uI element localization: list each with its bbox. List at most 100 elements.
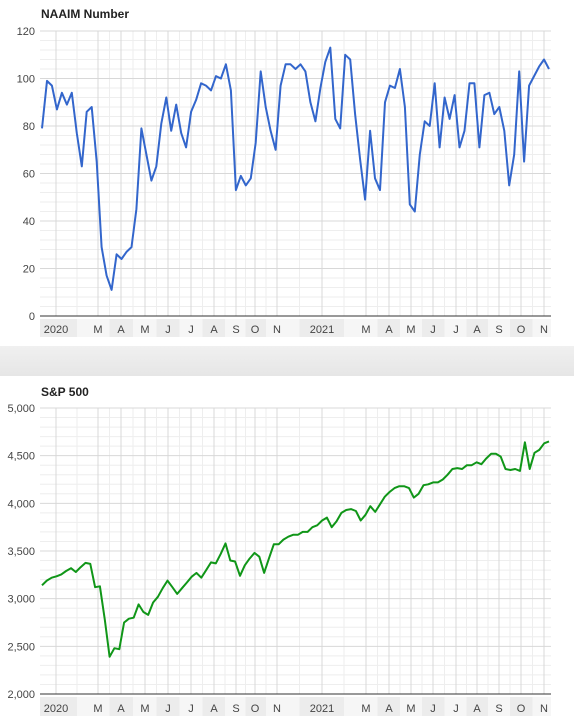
naaim-x-axis-band <box>40 319 77 337</box>
sp500-x-tick-label: N <box>273 703 281 715</box>
sp500-x-tick-label: A <box>117 703 125 715</box>
sp500-y-tick-label: 2,000 <box>7 689 35 701</box>
naaim-x-tick-label: M <box>361 324 370 336</box>
naaim-y-tick-label: 0 <box>29 311 35 323</box>
naaim-x-tick-label: M <box>93 324 102 336</box>
sp500-x-axis-band <box>245 697 266 716</box>
naaim-x-tick-label: J <box>165 324 171 336</box>
naaim-x-tick-label: A <box>117 324 125 336</box>
naaim-x-tick-label: A <box>473 324 481 336</box>
naaim-x-tick-label: S <box>495 324 502 336</box>
sp500-x-axis-band <box>510 697 533 716</box>
sp500-x-tick-label: M <box>361 703 370 715</box>
naaim-x-axis-band <box>266 319 300 337</box>
naaim-y-tick-label: 20 <box>23 264 35 276</box>
sp500-chart: S&P 500 2,000 2,500 3,000 3,500 4,000 4,500 5,0… <box>0 376 574 724</box>
naaim-x-axis-band <box>245 319 266 337</box>
naaim-x-tick-label: M <box>406 324 415 336</box>
naaim-x-axis-band <box>466 319 488 337</box>
sp500-y-tick-label: 4,000 <box>7 498 35 510</box>
sp500-x-axis-band <box>344 697 378 716</box>
sp500-x-tick-label: J <box>430 703 436 715</box>
naaim-x-tick-label: M <box>140 324 149 336</box>
naaim-x-tick-label: O <box>251 324 260 336</box>
naaim-x-tick-label: N <box>273 324 281 336</box>
sp500-x-tick-label: M <box>93 703 102 715</box>
sp500-y-tick-label: 2,500 <box>7 641 35 653</box>
naaim-x-tick-label: J <box>188 324 194 336</box>
sp500-x-axis-band <box>266 697 300 716</box>
sp500-x-tick-label: 2021 <box>310 703 334 715</box>
sp500-x-axis-band <box>422 697 445 716</box>
sp500-x-axis-band <box>179 697 203 716</box>
naaim-y-tick-label: 120 <box>17 26 35 38</box>
naaim-x-axis-band <box>444 319 467 337</box>
naaim-x-tick-label: N <box>540 324 548 336</box>
naaim-x-axis-band <box>400 319 422 337</box>
sp500-x-tick-label: S <box>495 703 502 715</box>
naaim-x-axis-band <box>532 319 551 337</box>
naaim-chart: NAAIM Number 0 20 40 60 80 100 120 2020 M A M J J A S O N… <box>0 0 574 346</box>
sp500-x-tick-label: M <box>406 703 415 715</box>
sp500-x-axis-band <box>225 697 246 716</box>
sp500-x-axis-band <box>466 697 488 716</box>
naaim-x-axis-band <box>510 319 533 337</box>
naaim-x-axis-band <box>133 319 157 337</box>
naaim-x-tick-label: J <box>453 324 459 336</box>
naaim-y-tick-label: 60 <box>23 169 35 181</box>
sp500-x-tick-label: 2020 <box>44 703 68 715</box>
sp500-x-tick-label: A <box>473 703 481 715</box>
naaim-x-axis-band <box>202 319 225 337</box>
naaim-x-tick-label: A <box>210 324 218 336</box>
sp500-x-tick-label: J <box>188 703 194 715</box>
sp500-x-tick-label: J <box>165 703 171 715</box>
sp500-x-axis-band <box>40 697 77 716</box>
naaim-x-axis-band <box>179 319 203 337</box>
naaim-title: NAAIM Number <box>41 7 129 21</box>
naaim-x-axis-band <box>377 319 400 337</box>
sp500-y-tick-label: 4,500 <box>7 451 35 463</box>
sp500-x-tick-label: S <box>232 703 239 715</box>
sp500-x-tick-label: M <box>140 703 149 715</box>
naaim-x-axis-band <box>77 319 110 337</box>
sp500-title: S&P 500 <box>41 385 89 399</box>
naaim-y-tick-label: 80 <box>23 121 35 133</box>
naaim-x-axis-strip <box>40 319 551 337</box>
sp500-y-tick-label: 5,000 <box>7 403 35 415</box>
sp500-x-axis-band <box>488 697 510 716</box>
sp500-x-tick-label: J <box>453 703 459 715</box>
naaim-y-tick-label: 100 <box>17 74 35 86</box>
naaim-x-tick-label: O <box>517 324 526 336</box>
sp500-y-tick-label: 3,000 <box>7 594 35 606</box>
sp500-x-axis-band <box>299 697 344 716</box>
sp500-plot: S&P 500 2,000 2,500 3,000 3,500 4,000 4,500 5,0… <box>7 385 551 716</box>
naaim-x-axis-band <box>299 319 344 337</box>
sp500-x-axis-band <box>109 697 133 716</box>
sp500-x-tick-label: A <box>385 703 393 715</box>
naaim-x-tick-label: 2021 <box>310 324 334 336</box>
naaim-x-axis-band <box>109 319 133 337</box>
naaim-y-tick-label: 40 <box>23 216 35 228</box>
sp500-x-axis-band <box>156 697 180 716</box>
sp500-x-axis-strip <box>40 697 551 716</box>
naaim-x-tick-label: S <box>232 324 239 336</box>
naaim-x-tick-label: 2020 <box>44 324 68 336</box>
sp500-x-axis-band <box>133 697 157 716</box>
sp500-x-tick-label: A <box>210 703 218 715</box>
sp500-x-axis-band <box>202 697 225 716</box>
naaim-x-axis-band <box>225 319 246 337</box>
sp500-x-axis-band <box>377 697 400 716</box>
sp500-y-tick-label: 3,500 <box>7 546 35 558</box>
sp500-x-axis-band <box>77 697 110 716</box>
sp500-x-tick-label: N <box>540 703 548 715</box>
sp500-x-tick-label: O <box>251 703 260 715</box>
naaim-x-axis-band <box>344 319 378 337</box>
sp500-x-axis-band <box>400 697 422 716</box>
naaim-x-axis-band <box>488 319 510 337</box>
naaim-x-axis-band <box>156 319 180 337</box>
sp500-x-axis-band <box>444 697 467 716</box>
naaim-x-tick-label: A <box>385 324 393 336</box>
naaim-x-tick-label: J <box>430 324 436 336</box>
